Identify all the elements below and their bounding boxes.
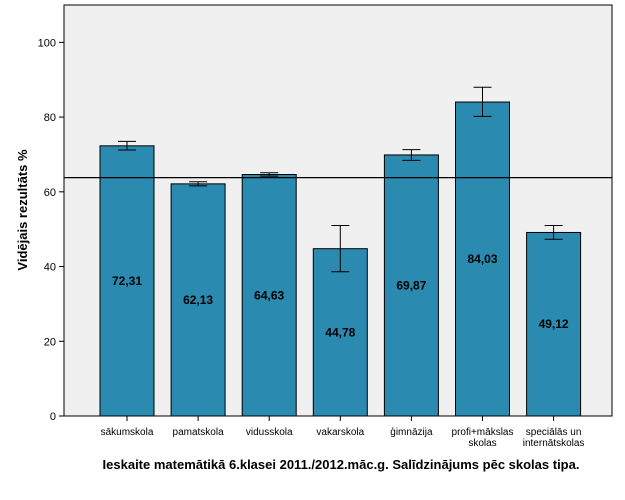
bar-value-label: 49,12 — [539, 317, 569, 331]
x-category-label: speciālās un — [526, 427, 582, 438]
y-tick-label: 80 — [44, 112, 56, 124]
x-category-label: vidusskola — [246, 427, 293, 438]
bar — [170, 183, 226, 417]
y-tick-label: 60 — [44, 187, 56, 199]
bar-value-label: 72,31 — [112, 274, 142, 288]
bar — [526, 231, 582, 417]
x-category-label: ģimnāzija — [390, 425, 433, 438]
y-tick-label: 40 — [44, 262, 56, 274]
y-axis: 0 20 40 60 80 100 — [38, 37, 64, 423]
y-tick-label: 20 — [44, 336, 56, 348]
bar — [312, 248, 368, 417]
error-bars — [118, 86, 563, 273]
bar — [455, 101, 510, 417]
x-category-label: profi+mākslas — [452, 427, 514, 438]
y-axis-label: Vidējais rezultāts % — [15, 149, 30, 271]
x-category-label: skolas — [468, 438, 496, 449]
x-axis-categories: sākumskola pamatskola vidusskola vakarskola… — [101, 416, 585, 449]
y-tick-label: 0 — [50, 411, 56, 423]
x-axis-label: Ieskaite matemātikā 6.klasei 2011./2012.… — [103, 457, 580, 472]
bar-value-label: 69,87 — [396, 278, 426, 292]
value-labels: 72,31 62,13 64,63 44,78 69,87 84,03 49,12 — [112, 252, 569, 339]
bar — [99, 145, 155, 417]
bar-value-label: 64,63 — [254, 288, 284, 302]
x-category-label: pamatskola — [173, 427, 225, 438]
x-category-label: sākumskola — [101, 427, 154, 438]
x-category-label: internātskolas — [523, 438, 585, 449]
bar-value-label: 84,03 — [467, 252, 497, 266]
bar — [383, 154, 439, 417]
x-category-label: vakarskola — [316, 427, 364, 438]
bar-value-label: 62,13 — [183, 293, 213, 307]
y-tick-label: 100 — [38, 37, 56, 49]
bar-value-label: 44,78 — [325, 325, 355, 339]
